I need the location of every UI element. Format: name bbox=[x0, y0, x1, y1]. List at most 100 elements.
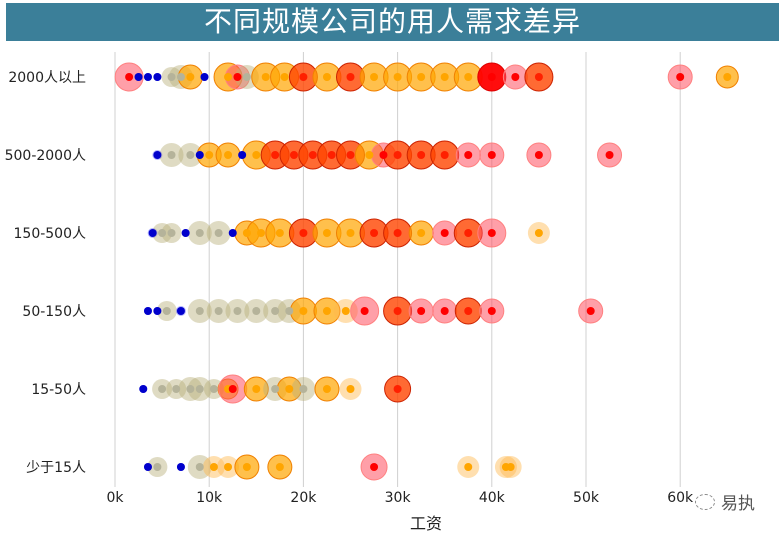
data-point-center bbox=[139, 385, 148, 393]
data-point-center bbox=[186, 73, 195, 81]
data-point-center bbox=[257, 229, 266, 237]
data-point-center bbox=[252, 385, 261, 393]
data-point-center bbox=[162, 307, 171, 315]
data-point-center bbox=[186, 385, 195, 393]
data-point-center bbox=[322, 73, 331, 81]
data-point-center bbox=[167, 73, 176, 81]
data-point-center bbox=[195, 151, 204, 159]
x-tick-label: 20k bbox=[290, 490, 317, 506]
data-point-center bbox=[242, 229, 251, 237]
data-point-center bbox=[143, 73, 152, 81]
data-point-center bbox=[252, 151, 261, 159]
data-point-center bbox=[153, 463, 162, 471]
y-category-label: 15-50人 bbox=[31, 382, 86, 398]
data-point-center bbox=[271, 151, 280, 159]
data-point-center bbox=[153, 307, 162, 315]
data-point-center bbox=[228, 229, 237, 237]
data-point-center bbox=[322, 385, 331, 393]
data-point-center bbox=[440, 151, 449, 159]
data-point-center bbox=[242, 463, 251, 471]
data-point-center bbox=[214, 229, 223, 237]
data-point-center bbox=[370, 463, 379, 471]
y-category-label: 150-500人 bbox=[13, 226, 87, 242]
data-point-center bbox=[275, 463, 284, 471]
series-row bbox=[114, 62, 739, 92]
data-point-center bbox=[200, 73, 209, 81]
data-point-center bbox=[464, 73, 473, 81]
data-point-center bbox=[379, 151, 388, 159]
data-point-center bbox=[370, 229, 379, 237]
data-point-center bbox=[417, 73, 426, 81]
data-point-center bbox=[125, 73, 134, 81]
data-point-center bbox=[285, 385, 294, 393]
data-point-center bbox=[346, 73, 355, 81]
data-point-center bbox=[271, 385, 280, 393]
data-point-center bbox=[181, 229, 190, 237]
data-point-center bbox=[228, 385, 237, 393]
data-point-center bbox=[506, 463, 515, 471]
data-point-center bbox=[464, 229, 473, 237]
data-point-center bbox=[487, 229, 496, 237]
data-point-center bbox=[205, 151, 214, 159]
data-point-center bbox=[299, 307, 308, 315]
wechat-bubble-icon bbox=[695, 493, 715, 510]
data-point-center bbox=[534, 151, 543, 159]
data-point-center bbox=[299, 73, 308, 81]
x-axis-label: 工资 bbox=[410, 514, 443, 533]
data-point-center bbox=[214, 307, 223, 315]
data-point-center bbox=[224, 151, 233, 159]
data-point-center bbox=[252, 307, 261, 315]
data-point-center bbox=[322, 229, 331, 237]
data-point-center bbox=[308, 151, 317, 159]
data-point-center bbox=[238, 151, 247, 159]
data-point-center bbox=[209, 385, 218, 393]
data-point-center bbox=[365, 151, 374, 159]
series-row bbox=[143, 453, 522, 481]
data-point-center bbox=[346, 151, 355, 159]
series-row bbox=[143, 296, 604, 326]
data-point-center bbox=[417, 307, 426, 315]
data-point-center bbox=[285, 307, 294, 315]
data-point-center bbox=[360, 307, 369, 315]
x-tick-label: 40k bbox=[478, 490, 505, 506]
data-point-center bbox=[271, 307, 280, 315]
data-point-center bbox=[176, 463, 185, 471]
y-category-label: 2000人以上 bbox=[8, 70, 86, 86]
y-category-label: 50-150人 bbox=[22, 304, 86, 320]
data-point-center bbox=[440, 229, 449, 237]
x-tick-label: 30k bbox=[384, 490, 411, 506]
data-point-center bbox=[346, 385, 355, 393]
data-point-center bbox=[195, 385, 204, 393]
data-point-center bbox=[723, 73, 732, 81]
chart-title: 不同规模公司的用人需求差异 bbox=[6, 3, 779, 41]
data-point-center bbox=[393, 385, 402, 393]
data-point-center bbox=[158, 385, 167, 393]
data-point-center bbox=[176, 73, 185, 81]
data-point-center bbox=[195, 307, 204, 315]
data-point-center bbox=[186, 151, 195, 159]
data-point-center bbox=[605, 151, 614, 159]
data-point-center bbox=[393, 151, 402, 159]
data-point-center bbox=[440, 307, 449, 315]
data-point-center bbox=[487, 307, 496, 315]
data-point-center bbox=[487, 73, 496, 81]
series-row bbox=[147, 218, 550, 248]
data-point-center bbox=[393, 229, 402, 237]
y-category-label: 少于15人 bbox=[26, 460, 86, 476]
data-point-center bbox=[586, 307, 595, 315]
data-point-center bbox=[393, 73, 402, 81]
x-tick-label: 60k bbox=[667, 490, 694, 506]
data-point-center bbox=[322, 307, 331, 315]
data-point-center bbox=[511, 73, 520, 81]
data-point-center bbox=[143, 463, 152, 471]
data-point-center bbox=[261, 73, 270, 81]
data-point-center bbox=[464, 463, 473, 471]
data-point-center bbox=[195, 229, 204, 237]
data-point-center bbox=[370, 73, 379, 81]
data-point-center bbox=[224, 463, 233, 471]
data-point-center bbox=[224, 73, 233, 81]
data-point-center bbox=[289, 151, 298, 159]
data-point-center bbox=[209, 463, 218, 471]
data-point-center bbox=[233, 73, 242, 81]
